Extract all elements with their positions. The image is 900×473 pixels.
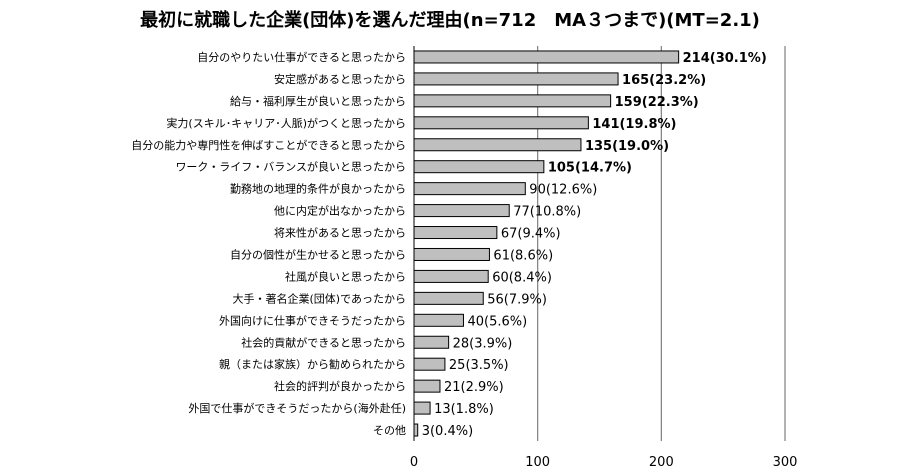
bar-12 [413,313,464,327]
value-label-16: 13(1.8%) [434,402,494,417]
label-layer: 自分のやりたい仕事ができると思ったから 214(30.1%) 安定感があると思ったか… [131,50,767,439]
x-tick-label-200: 200 [649,455,674,470]
value-label-9: 61(8.6%) [493,248,553,263]
category-label-4: 自分の能力や専門性を伸ばすことができると思ったから [131,138,406,152]
tick-layer: 0 100 200 300 [410,455,798,470]
category-label-12: 外国向けに仕事ができそうだったから [219,313,406,327]
category-label-0: 自分のやりたい仕事ができると思ったから [197,50,406,64]
bar-17 [413,423,419,437]
category-label-15: 社会的評判が良かったから [274,379,406,393]
value-label-13: 28(3.9%) [453,336,513,351]
category-label-17: その他 [373,424,406,437]
value-label-14: 25(3.5%) [449,358,509,373]
value-label-7: 77(10.8%) [513,205,581,220]
bar-15 [413,379,441,393]
bar-2 [413,94,612,108]
value-label-3: 141(19.8%) [592,117,676,132]
bar-0 [413,50,680,64]
value-label-17: 3(0.4%) [422,424,473,439]
bar-7 [413,204,510,218]
category-label-14: 親（または家族）から勧められたから [219,357,406,371]
value-label-1: 165(23.2%) [622,73,706,88]
category-label-10: 社風が良いと思ったから [285,269,406,283]
category-label-8: 将来性があると思ったから [274,226,406,240]
value-label-12: 40(5.6%) [467,314,527,329]
x-tick-label-300: 300 [773,455,798,470]
category-label-7: 他に内定が出なかったから [274,204,406,218]
bar-5 [413,160,545,174]
category-label-16: 外国で仕事ができそうだったから(海外赴任) [188,401,406,415]
grid-layer [413,46,786,441]
category-label-6: 勤務地の地理的条件が良かったから [230,182,406,196]
bar-3 [413,116,589,130]
value-label-2: 159(22.3%) [615,95,699,110]
bar-11 [413,291,484,305]
value-label-8: 67(9.4%) [501,227,561,242]
bar-9 [413,247,490,261]
bar-10 [413,269,489,283]
bar-6 [413,182,526,196]
chart-title: 最初に就職した企業(団体)を選んだ理由(n=712 MA３つまで)(MT=2.1… [140,10,760,31]
bar-8 [413,226,498,240]
bar-1 [413,72,619,86]
category-label-11: 大手・著名企業(団体)であったから [233,291,406,305]
x-tick-label-0: 0 [410,455,418,470]
value-label-15: 21(2.9%) [444,380,504,395]
value-label-6: 90(12.6%) [529,183,597,198]
value-label-4: 135(19.0%) [585,139,669,154]
value-label-10: 60(8.4%) [492,270,552,285]
category-label-13: 社会的貢献ができると思ったから [241,335,406,349]
bar-4 [413,138,582,152]
category-label-5: ワーク・ライフ・バランスが良いと思ったから [175,160,406,174]
bar-16 [413,401,431,415]
category-label-2: 給与・福利厚生が良いと思ったから [230,94,406,108]
bar-layer [413,50,680,437]
category-label-3: 実力(スキル･キャリア･人脈)がつくと思ったから [166,116,406,130]
category-label-1: 安定感があると思ったから [274,72,406,86]
x-tick-label-100: 100 [525,455,550,470]
value-label-5: 105(14.7%) [548,161,632,176]
value-label-11: 56(7.9%) [487,292,547,307]
value-label-0: 214(30.1%) [683,51,767,66]
bar-13 [413,335,450,349]
bar-14 [413,357,446,371]
category-label-9: 自分の個性が生かせると思ったから [230,247,406,261]
